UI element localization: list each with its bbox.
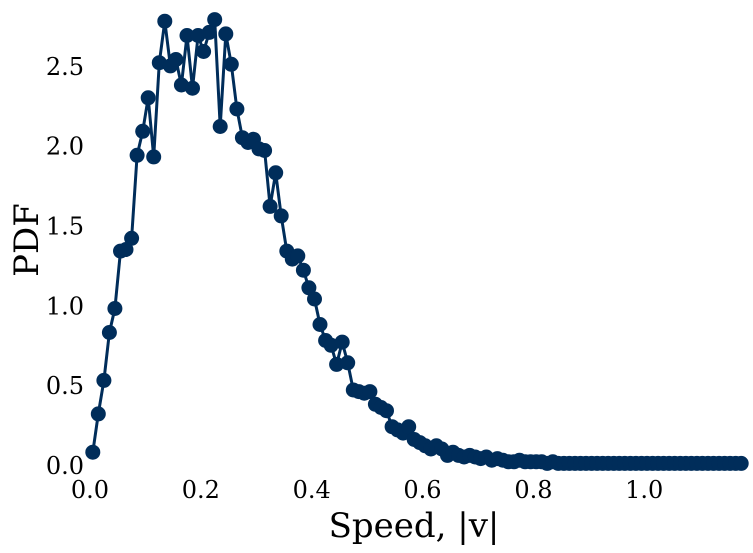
data-point [201,24,217,40]
data-point [146,149,162,165]
data-point [135,123,151,139]
x-tick-label: 0.0 [71,476,109,504]
data-point [118,242,134,257]
y-tick-label: 1.5 [46,213,84,241]
data-point [124,230,140,246]
data-point [268,165,284,181]
data-point [340,355,356,371]
data-point [362,384,378,400]
data-point [168,52,184,67]
data-point [307,291,322,307]
data-point [229,101,245,117]
x-tick-label: 1.0 [625,476,663,504]
data-point [157,13,173,29]
y-tick-label: 1.0 [46,292,84,320]
data-point [85,444,101,460]
data-point [179,28,195,43]
y-tick-label: 2.0 [46,133,84,161]
data-point [295,262,311,278]
data-point [257,143,273,158]
data-point [262,198,278,214]
data-point [379,403,394,419]
data-point [101,325,117,340]
data-point [334,334,350,350]
data-point [329,356,345,372]
data-point [196,44,212,59]
data-point [185,80,200,96]
data-point [218,26,234,42]
y-tick-label: 0.5 [46,372,84,400]
y-axis-label: PDF [7,203,47,277]
data-point [207,12,223,28]
data-point [90,406,106,422]
y-tick-labels: 0.0 0.5 1.0 1.5 2.0 2.5 [46,53,84,480]
data-point [301,280,317,296]
data-point [96,372,112,388]
y-tick-label: 2.5 [46,53,84,81]
data-point [212,119,228,134]
data-point [223,56,239,72]
data-point [140,90,156,106]
x-tick-label: 0.2 [182,476,220,504]
x-tick-label: 0.4 [293,476,331,504]
data-point [290,248,306,264]
data-point [129,147,145,163]
data-point [401,419,417,435]
data-point [107,301,123,316]
data-point [312,317,328,332]
data-point [273,208,289,224]
x-tick-label: 0.8 [514,476,552,504]
x-tick-labels: 0.0 0.2 0.4 0.6 0.8 1.0 [71,476,663,504]
y-tick-label: 0.0 [46,452,84,480]
x-axis-label: Speed, |v| [329,506,500,546]
x-tick-label: 0.6 [403,476,441,504]
series-layer [85,12,749,471]
data-point [733,455,749,471]
